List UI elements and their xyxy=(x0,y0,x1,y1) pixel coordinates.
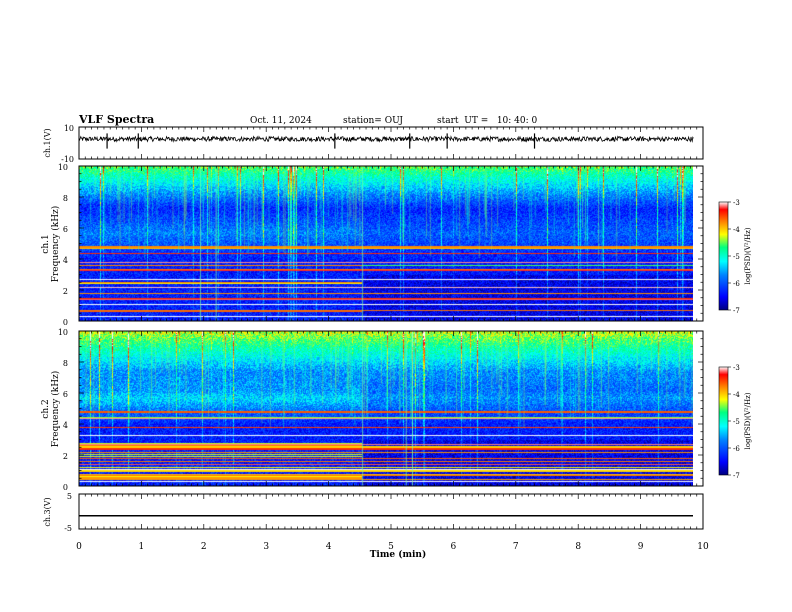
ch2-colorbar: -3 -4 -5 -6 -7 log(PSD)(V²/Hz) xyxy=(718,364,752,480)
ch2-spectrogram-panel: 10 8 6 4 2 0 ch.2 Frequency (kHz) xyxy=(41,328,704,492)
cb1-label: log(PSD)(V²/Hz) xyxy=(744,227,752,284)
ch3-ytick-bottom: -5 xyxy=(64,524,72,533)
ch3-ytick-top: 5 xyxy=(67,492,72,501)
cb1-tick-label: -5 xyxy=(733,253,740,261)
time-tick-label-5: 5 xyxy=(388,542,394,552)
ch1-spec-ylabel-channel: ch.1 xyxy=(41,234,51,253)
time-tick-label-4: 4 xyxy=(326,542,332,552)
cb2-tick-label: -5 xyxy=(733,418,740,426)
figure-title: VLF Spectra xyxy=(78,113,154,126)
cb1-tick-label: -3 xyxy=(733,199,740,207)
ch2-spec-ylabel-frequency: Frequency (kHz) xyxy=(50,371,61,448)
ch1-ytick-0: 0 xyxy=(63,318,68,327)
ch1-ytick-10: 10 xyxy=(58,163,68,172)
time-axis-tick-labels: 0 1 2 3 4 5 6 7 8 9 10 xyxy=(76,542,709,552)
time-axis-ticks xyxy=(78,127,704,529)
time-tick-label-9: 9 xyxy=(638,542,644,552)
cb1-tick-label: -6 xyxy=(733,280,740,288)
ch2-spectrogram-image xyxy=(79,331,693,486)
ch2-ytick-8: 8 xyxy=(63,359,68,368)
ch1-spectrogram-panel: 10 8 6 4 2 0 ch.1 Frequency (kHz) xyxy=(41,163,704,327)
ch1-ytick-4: 4 xyxy=(63,256,68,265)
ch2-ytick-2: 2 xyxy=(63,452,68,461)
time-tick-label-2: 2 xyxy=(201,542,207,552)
ch1-ytick-2: 2 xyxy=(63,287,68,296)
ch1-spec-ylabel-frequency: Frequency (kHz) xyxy=(50,206,61,283)
figure-station: station= OUJ xyxy=(343,116,403,126)
time-axis-label: Time (min) xyxy=(370,549,427,560)
time-tick-label-3: 3 xyxy=(263,542,269,552)
ch1-waveform-spikes xyxy=(106,133,536,149)
ch1-ytick-top: 10 xyxy=(64,124,74,133)
ch1-waveform-panel: 10 -10 ch.1(V) xyxy=(43,124,704,164)
ch1-waveform-line xyxy=(78,135,694,143)
ch1-ylabel: ch.1(V) xyxy=(43,128,52,157)
cb2-label: log(PSD)(V²/Hz) xyxy=(744,392,752,449)
ch2-ytick-6: 6 xyxy=(63,390,68,399)
cb2-tick-label: -6 xyxy=(733,445,740,453)
cb2-tick-label: -4 xyxy=(733,391,740,399)
ch1-ytick-6: 6 xyxy=(63,225,68,234)
cb1-tick-label: -7 xyxy=(733,307,740,315)
time-tick-label-10: 10 xyxy=(697,542,709,552)
ch3-waveform-frame xyxy=(78,493,704,530)
ch2-ytick-10: 10 xyxy=(58,328,68,337)
cb1-tick-label: -4 xyxy=(733,226,740,234)
ch2-spec-ylabel-channel: ch.2 xyxy=(41,399,51,418)
ch1-ytick-8: 8 xyxy=(63,194,68,203)
figure-date: Oct. 11, 2024 xyxy=(250,116,312,126)
time-tick-label-1: 1 xyxy=(139,542,145,552)
ch3-waveform-panel: 5 -5 ch.3(V) xyxy=(43,492,704,533)
figure-start-time: start UT = 10: 40: 0 xyxy=(437,116,538,126)
cb1-scale xyxy=(718,201,729,311)
ch1-ytick-bottom: -10 xyxy=(61,155,74,164)
cb2-tick-label: -7 xyxy=(733,472,740,480)
cb2-tick-label: -3 xyxy=(733,364,740,372)
ch1-colorbar: -3 -4 -5 -6 -7 log(PSD)(V²/Hz) xyxy=(718,199,752,315)
ch2-ytick-4: 4 xyxy=(63,421,68,430)
time-tick-label-8: 8 xyxy=(575,542,581,552)
time-tick-label-7: 7 xyxy=(513,542,519,552)
time-tick-label-0: 0 xyxy=(76,542,82,552)
ch3-ylabel: ch.3(V) xyxy=(43,497,52,526)
time-tick-label-6: 6 xyxy=(451,542,457,552)
cb2-scale xyxy=(718,366,729,476)
ch1-spectrogram-image xyxy=(79,166,693,321)
ch2-ytick-0: 0 xyxy=(63,483,68,492)
